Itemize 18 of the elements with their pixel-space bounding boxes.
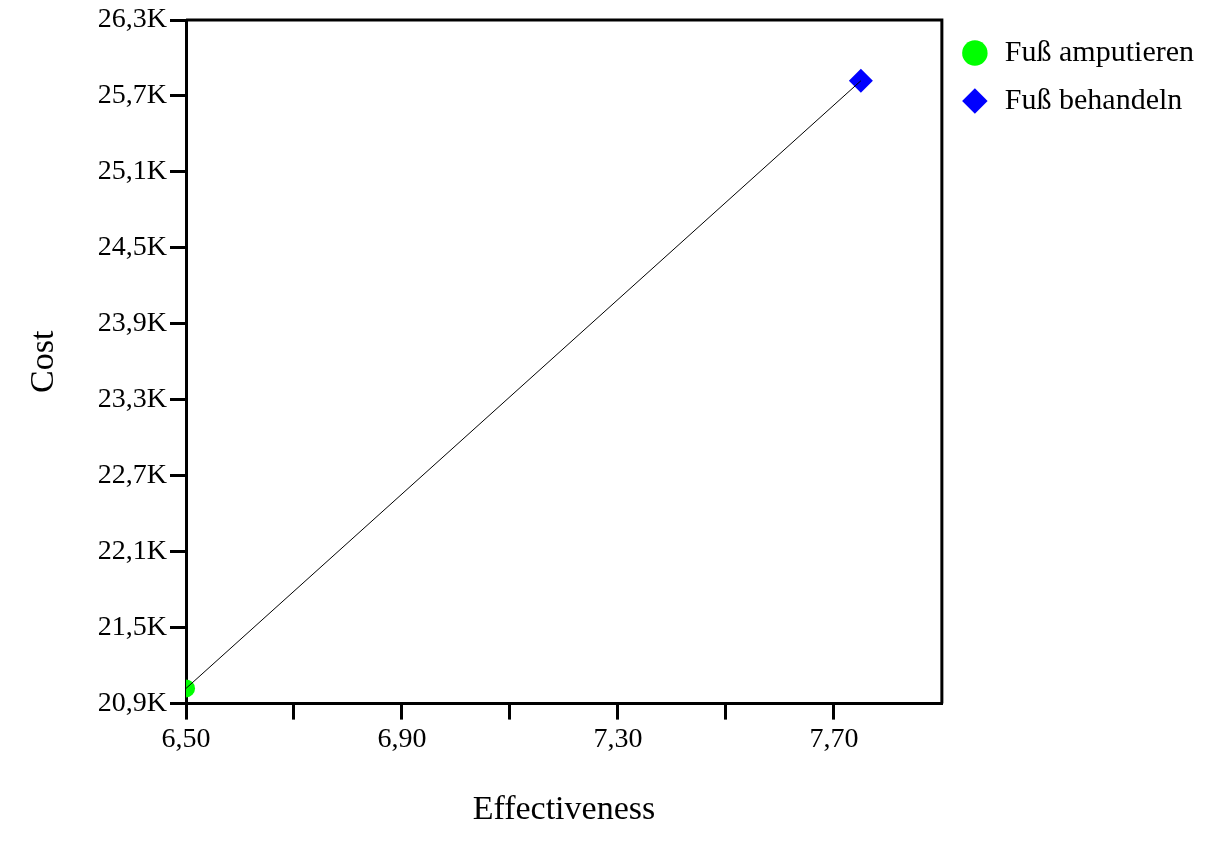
x-axis-title: Effectiveness: [472, 788, 656, 826]
legend-label: Fuß behandeln: [1004, 81, 1183, 115]
y-tick-label: 23,9K: [97, 306, 168, 338]
y-tick-label: 22,7K: [97, 458, 168, 490]
y-tick-label: 25,7K: [97, 78, 168, 110]
y-tick-label: 20,9K: [97, 685, 168, 717]
x-tick-label: 6,90: [377, 721, 427, 753]
y-tick-label: 24,5K: [97, 230, 168, 262]
x-tick-label: 6,50: [161, 721, 211, 753]
x-tick-label: 7,30: [593, 721, 643, 753]
y-tick-label: 23,3K: [97, 382, 168, 414]
y-tick-label: 26,3K: [97, 2, 168, 34]
y-tick-label: 22,1K: [97, 534, 168, 566]
y-tick-label: 21,5K: [97, 610, 168, 641]
y-tick-label: 25,1K: [97, 154, 168, 186]
y-axis-title: Cost: [23, 330, 61, 393]
legend-label: Fuß amputieren: [1004, 33, 1195, 67]
x-tick-label: 7,70: [809, 721, 859, 753]
